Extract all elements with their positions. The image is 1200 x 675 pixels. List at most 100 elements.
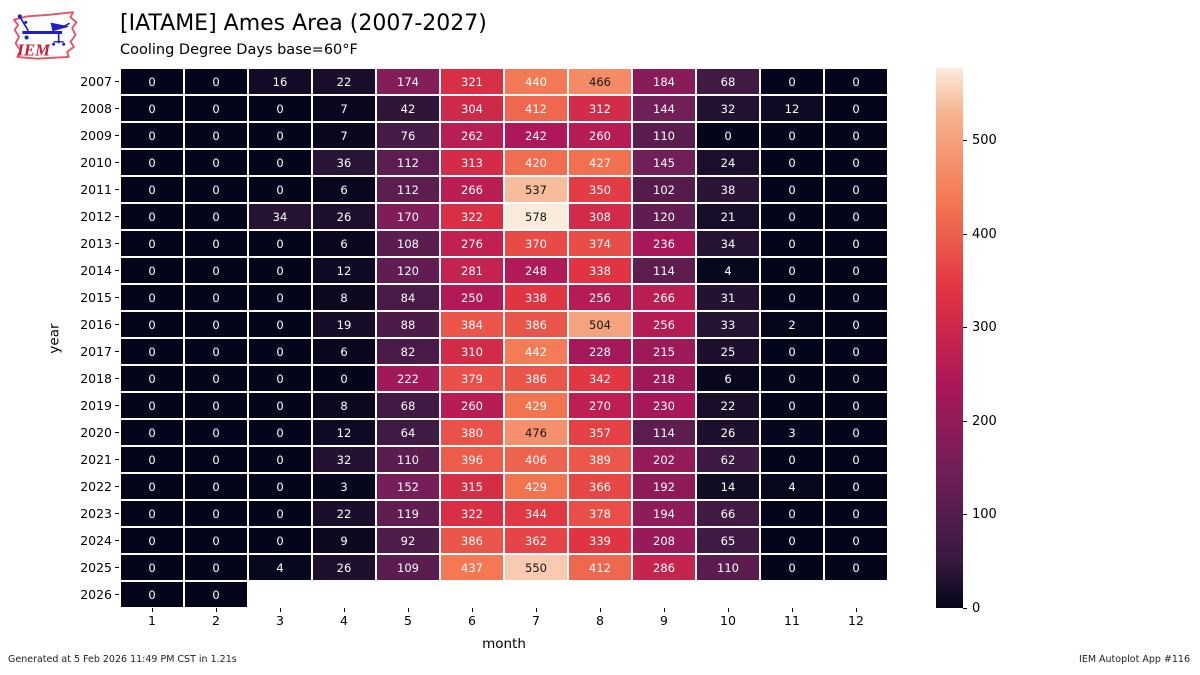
heatmap-cell: 22 xyxy=(696,392,760,419)
colorbar-tick-mark xyxy=(963,607,967,609)
ytick-mark xyxy=(115,405,119,406)
heatmap-cell: 0 xyxy=(824,230,888,257)
heatmap-cell: 8 xyxy=(312,284,376,311)
ytick-label: 2018 xyxy=(80,371,112,386)
iem-logo: IEM xyxy=(12,11,78,60)
heatmap-cell: 262 xyxy=(440,122,504,149)
heatmap-cell: 315 xyxy=(440,473,504,500)
heatmap-cell: 109 xyxy=(376,554,440,581)
heatmap-cell: 0 xyxy=(824,500,888,527)
xtick-mark xyxy=(599,608,601,612)
heatmap-cell: 0 xyxy=(760,122,824,149)
heatmap-cell: 0 xyxy=(248,338,312,365)
heatmap-cell: 0 xyxy=(824,68,888,95)
xtick-mark xyxy=(471,608,473,612)
xtick-mark xyxy=(343,608,345,612)
xtick-label: 9 xyxy=(660,613,668,628)
heatmap-cell: 0 xyxy=(120,257,184,284)
xtick-label: 10 xyxy=(720,613,736,628)
heatmap-cell: 102 xyxy=(632,176,696,203)
heatmap-cell: 0 xyxy=(248,500,312,527)
ytick-label: 2012 xyxy=(80,209,112,224)
heatmap-cell: 420 xyxy=(504,149,568,176)
heatmap-cell: 194 xyxy=(632,500,696,527)
heatmap-cell: 21 xyxy=(696,203,760,230)
heatmap-cell: 429 xyxy=(504,392,568,419)
heatmap-cell: 0 xyxy=(120,473,184,500)
ytick-mark xyxy=(115,162,119,163)
heatmap-cell: 384 xyxy=(440,311,504,338)
heatmap-cell: 357 xyxy=(568,419,632,446)
heatmap-cell: 114 xyxy=(632,419,696,446)
heatmap-cell: 144 xyxy=(632,95,696,122)
heatmap-cell: 19 xyxy=(312,311,376,338)
colorbar-tick-label: 200 xyxy=(972,413,997,429)
heatmap-cell: 389 xyxy=(568,446,632,473)
heatmap-cell: 12 xyxy=(312,257,376,284)
heatmap-cell: 0 xyxy=(824,149,888,176)
ytick-mark xyxy=(115,459,119,460)
heatmap-cell: 88 xyxy=(376,311,440,338)
heatmap-cell: 0 xyxy=(248,527,312,554)
heatmap-cell: 16 xyxy=(248,68,312,95)
heatmap-cell: 26 xyxy=(312,203,376,230)
heatmap-cell: 202 xyxy=(632,446,696,473)
heatmap-cell: 0 xyxy=(760,500,824,527)
heatmap-cell: 412 xyxy=(504,95,568,122)
xtick-label: 4 xyxy=(340,613,348,628)
xtick-label: 5 xyxy=(404,613,412,628)
heatmap-cell: 0 xyxy=(120,230,184,257)
heatmap-cell: 0 xyxy=(824,446,888,473)
heatmap-cell: 218 xyxy=(632,365,696,392)
heatmap-cell: 112 xyxy=(376,176,440,203)
heatmap-cell: 322 xyxy=(440,500,504,527)
page-title: [IATAME] Ames Area (2007-2027) xyxy=(120,11,487,36)
heatmap-cell: 0 xyxy=(824,122,888,149)
heatmap-cell: 0 xyxy=(120,203,184,230)
heatmap-cell: 0 xyxy=(248,473,312,500)
heatmap-cell: 6 xyxy=(312,230,376,257)
heatmap-cell: 236 xyxy=(632,230,696,257)
xtick-mark xyxy=(727,608,729,612)
colorbar-tick-mark xyxy=(963,420,967,422)
ytick-mark xyxy=(115,108,119,109)
heatmap-cell: 110 xyxy=(696,554,760,581)
heatmap-cell: 310 xyxy=(440,338,504,365)
iowa-outline-shape xyxy=(12,11,78,60)
heatmap-cell: 0 xyxy=(248,122,312,149)
heatmap-cell: 0 xyxy=(760,338,824,365)
heatmap-cell: 8 xyxy=(312,392,376,419)
heatmap-cell: 396 xyxy=(440,446,504,473)
ytick-label: 2007 xyxy=(80,74,112,89)
heatmap-cell: 0 xyxy=(184,257,248,284)
heatmap-cell: 0 xyxy=(120,68,184,95)
heatmap-cell: 0 xyxy=(248,95,312,122)
colorbar-tick-label: 0 xyxy=(972,600,981,616)
heatmap-cell: 0 xyxy=(184,203,248,230)
heatmap-cell: 0 xyxy=(760,176,824,203)
heatmap-cell: 0 xyxy=(120,446,184,473)
heatmap-cell: 0 xyxy=(120,311,184,338)
heatmap-cell: 370 xyxy=(504,230,568,257)
heatmap-cell: 0 xyxy=(248,176,312,203)
ytick-label: 2025 xyxy=(80,560,112,575)
heatmap-cell: 66 xyxy=(696,500,760,527)
heatmap-cell: 6 xyxy=(696,365,760,392)
heatmap-cell: 76 xyxy=(376,122,440,149)
heatmap-cell: 62 xyxy=(696,446,760,473)
heatmap-cell: 3 xyxy=(312,473,376,500)
heatmap-cell: 14 xyxy=(696,473,760,500)
heatmap-cell: 0 xyxy=(120,284,184,311)
heatmap-cell: 0 xyxy=(120,554,184,581)
colorbar-tick-label: 300 xyxy=(972,320,997,336)
colorbar-tick-mark xyxy=(963,140,967,142)
heatmap-cell: 266 xyxy=(632,284,696,311)
heatmap-cell: 339 xyxy=(568,527,632,554)
heatmap-cell: 0 xyxy=(824,473,888,500)
heatmap-cell: 65 xyxy=(696,527,760,554)
ytick-mark xyxy=(115,270,119,271)
ytick-mark xyxy=(115,540,119,541)
colorbar-tick-mark xyxy=(963,514,967,516)
heatmap-cell: 174 xyxy=(376,68,440,95)
heatmap-cell: 442 xyxy=(504,338,568,365)
